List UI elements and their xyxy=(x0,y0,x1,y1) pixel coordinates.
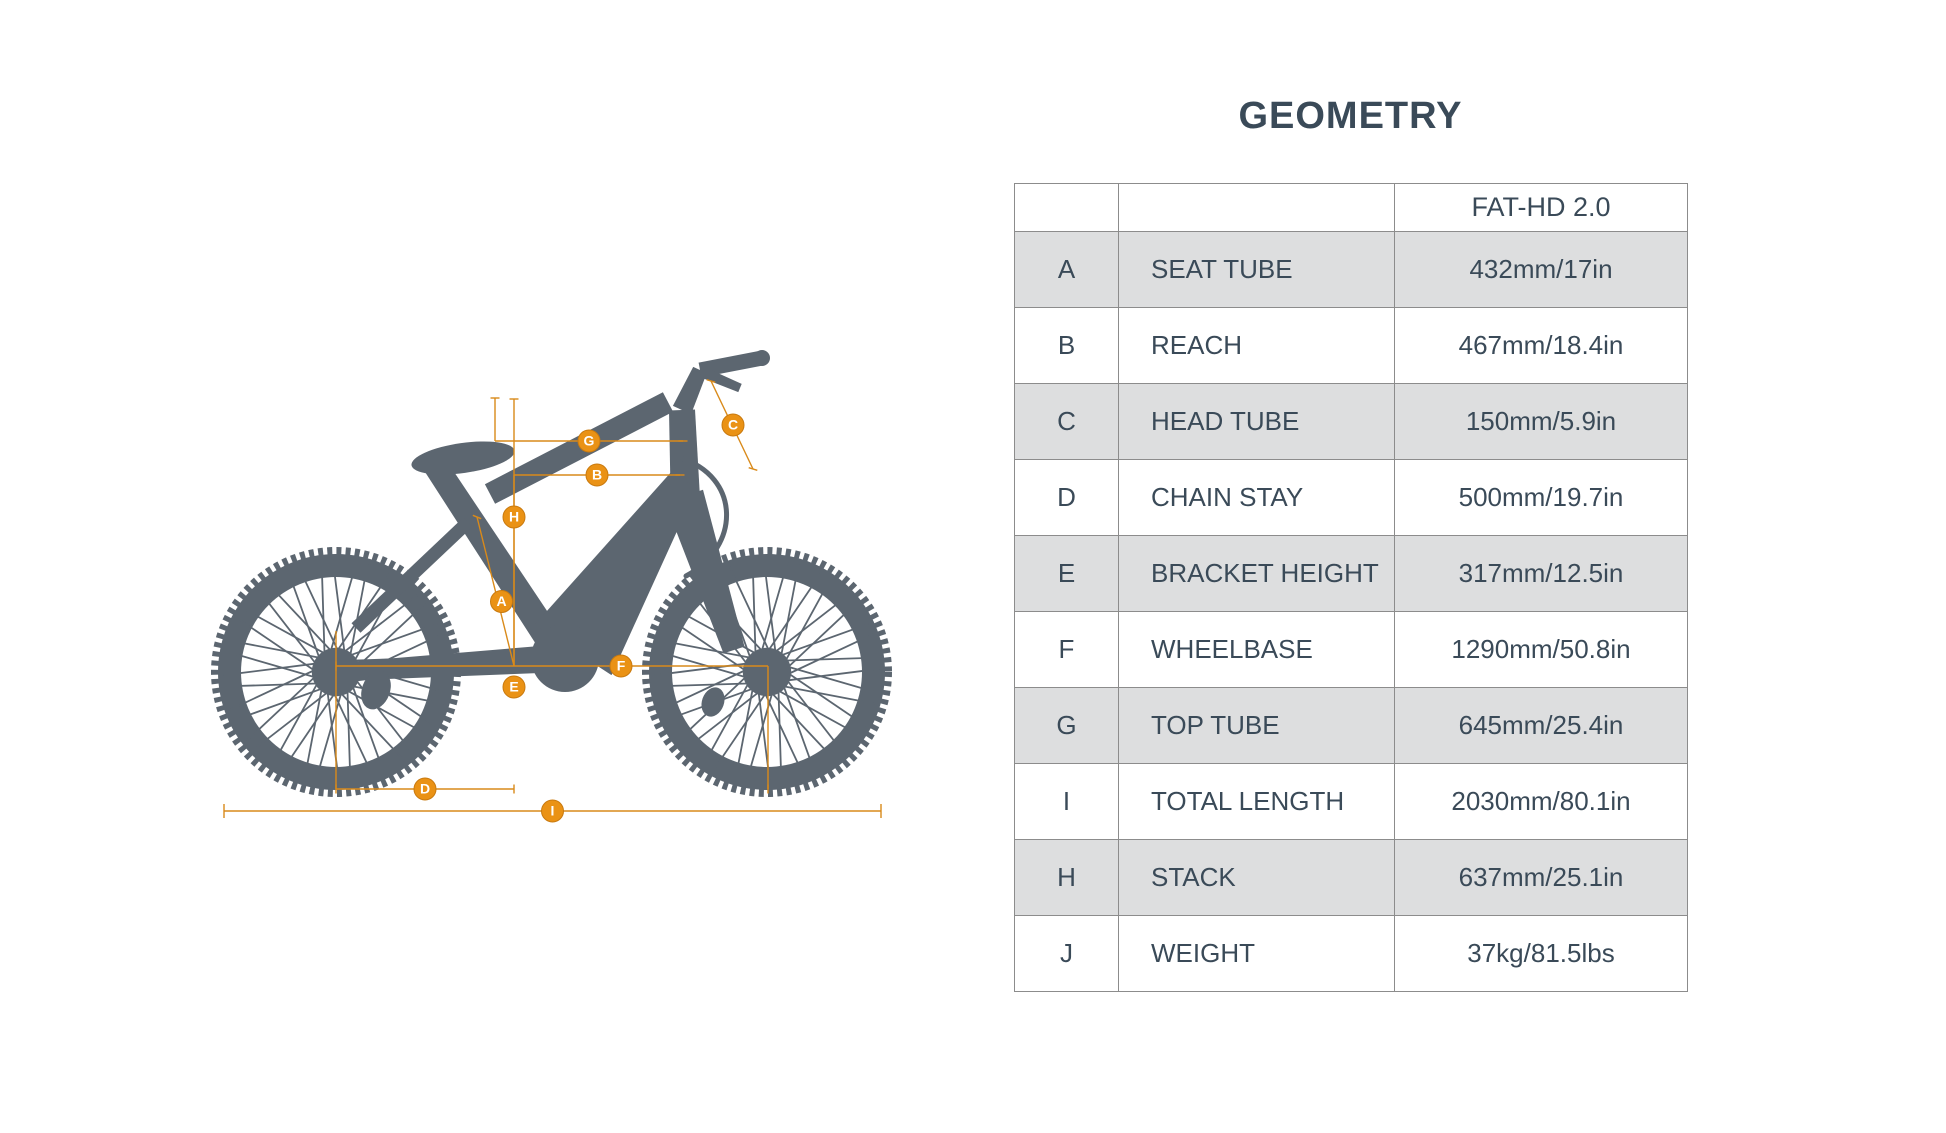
svg-text:G: G xyxy=(584,433,595,449)
svg-text:F: F xyxy=(617,658,626,674)
svg-text:B: B xyxy=(592,467,602,483)
svg-text:A: A xyxy=(496,593,506,609)
svg-text:D: D xyxy=(420,781,430,797)
svg-text:H: H xyxy=(509,509,519,525)
svg-text:E: E xyxy=(509,679,518,695)
svg-text:C: C xyxy=(728,417,738,433)
svg-text:I: I xyxy=(551,803,555,819)
